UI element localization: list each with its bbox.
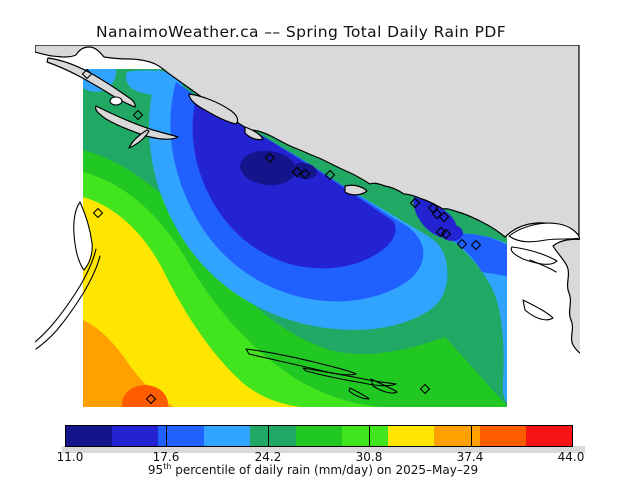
station-diamond-icon — [409, 197, 421, 209]
contour-pocket-royal-2 — [441, 225, 463, 241]
colorbar-segment — [204, 426, 250, 446]
station-diamond-icon — [440, 228, 452, 240]
contour-patch-lightblue-2 — [126, 70, 183, 96]
gulf-island-hook-1 — [370, 378, 398, 394]
colorbar-label: 44.0 — [557, 450, 585, 464]
colorbar-segment — [342, 426, 388, 446]
station-diamond-icon — [145, 393, 157, 405]
colorbar-label: 30.8 — [355, 450, 383, 464]
colorbar-segment — [250, 426, 296, 446]
colorbar — [65, 425, 573, 447]
contour-core-min-1 — [240, 150, 296, 186]
station-diamond-icon — [431, 208, 443, 220]
island-arm-small — [128, 129, 150, 149]
station-diamond-icon — [132, 109, 144, 121]
colorbar-label: 17.6 — [152, 450, 180, 464]
island-lake — [109, 96, 123, 106]
colorbar-shadow — [62, 446, 585, 453]
station-diamond-icon — [419, 383, 431, 395]
right-coast-landstrip — [552, 238, 580, 354]
colorbar-tick — [166, 425, 167, 447]
west-island-sliver — [73, 201, 93, 271]
colorbar-segment — [388, 426, 434, 446]
station-diamond-icon — [438, 211, 450, 223]
caption-superscript: th — [163, 462, 172, 471]
station-diamond-icon — [264, 152, 276, 164]
figure-caption: 95th percentile of daily rain (mm/day) o… — [148, 462, 478, 477]
delta-squiggle-1 — [510, 246, 558, 265]
gulf-island-hook-2 — [348, 387, 370, 400]
contour-tongue-lightblue — [446, 233, 507, 403]
coastal-islet-1 — [244, 126, 264, 141]
west-coastline-2 — [35, 255, 101, 350]
colorbar-segment — [296, 426, 342, 446]
coastal-islet-2 — [344, 184, 368, 196]
colorbar-segment — [112, 426, 158, 446]
station-markers — [81, 68, 482, 405]
contour-band-orange — [83, 320, 174, 407]
mainland-landmass — [35, 45, 580, 238]
contour-band-royal — [192, 98, 396, 269]
colorbar-tick — [268, 425, 269, 447]
colorbar-segment — [158, 426, 204, 446]
colorbar-segment — [66, 426, 112, 446]
station-diamond-icon — [291, 166, 303, 178]
colorbar-label: 24.2 — [254, 450, 282, 464]
station-diamond-icon — [470, 239, 482, 251]
contour-core-max — [122, 385, 168, 407]
island-arms — [94, 105, 179, 140]
station-diamond-icon — [92, 207, 104, 219]
caption-base: 95 — [147, 463, 164, 477]
colorbar-segment — [526, 426, 572, 446]
gulf-island-chain-1 — [245, 348, 357, 376]
station-diamond-icon — [427, 202, 439, 214]
caption-rest: percentile of daily rain (mm/day) on 202… — [171, 463, 479, 477]
contour-tongue-blue — [446, 233, 507, 276]
west-coastline-1 — [35, 248, 97, 343]
contour-band-yellow — [83, 197, 300, 407]
station-diamond-icon — [81, 68, 93, 80]
colorbar-segment — [434, 426, 480, 446]
station-diamond-icon — [299, 168, 311, 180]
colorbar-label: 37.4 — [456, 450, 484, 464]
delta-squiggle-3 — [522, 299, 554, 321]
station-diamond-icon — [324, 169, 336, 181]
figure-title: NanaimoWeather.ca –– Spring Total Daily … — [96, 23, 507, 41]
delta-lowland-outline — [508, 222, 580, 243]
rain-contour-map — [35, 45, 580, 407]
colorbar-tick — [369, 425, 370, 447]
delta-squiggle-2 — [529, 259, 557, 273]
station-diamond-icon — [435, 226, 447, 238]
station-diamond-icon — [456, 238, 468, 250]
gulf-island-chain-2 — [302, 367, 397, 387]
island-hook — [188, 93, 239, 125]
colorbar-tick — [471, 425, 472, 447]
colorbar-segment — [480, 426, 526, 446]
colorbar-label: 11.0 — [56, 450, 84, 464]
